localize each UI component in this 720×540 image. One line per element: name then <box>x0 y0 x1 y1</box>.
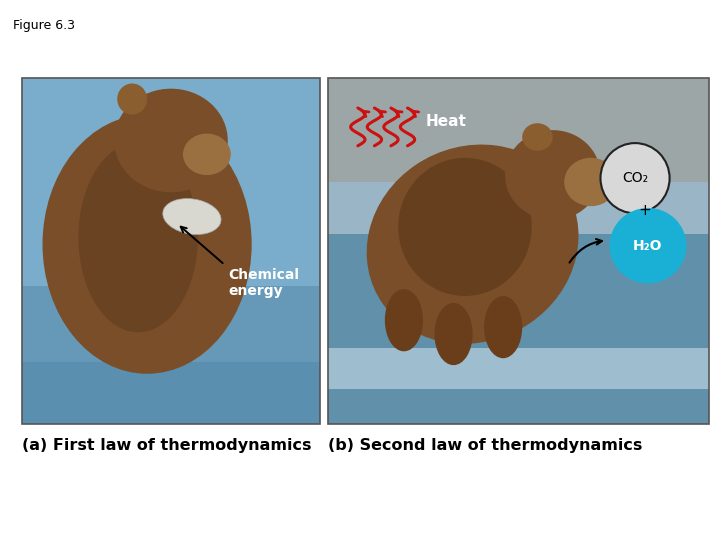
Bar <box>328 389 709 424</box>
Ellipse shape <box>78 142 198 332</box>
Text: +: + <box>638 203 651 218</box>
Text: Chemical
energy: Chemical energy <box>228 268 300 298</box>
Text: Figure 6.3: Figure 6.3 <box>13 19 75 32</box>
Bar <box>328 78 709 182</box>
Bar <box>328 78 709 234</box>
Ellipse shape <box>114 89 228 192</box>
Ellipse shape <box>434 303 472 365</box>
Bar <box>22 78 320 286</box>
Ellipse shape <box>117 84 147 114</box>
Ellipse shape <box>385 289 423 352</box>
Text: (a) First law of thermodynamics: (a) First law of thermodynamics <box>22 438 311 453</box>
Ellipse shape <box>600 143 670 213</box>
Text: (b) Second law of thermodynamics: (b) Second law of thermodynamics <box>328 438 642 453</box>
Ellipse shape <box>398 158 532 296</box>
Bar <box>328 78 709 424</box>
Bar <box>22 78 320 424</box>
Ellipse shape <box>505 130 600 220</box>
Text: Heat: Heat <box>426 114 467 129</box>
Text: CO₂: CO₂ <box>622 171 648 185</box>
Ellipse shape <box>611 209 685 282</box>
Text: H₂O: H₂O <box>634 239 662 253</box>
Ellipse shape <box>522 123 553 151</box>
Ellipse shape <box>183 133 230 175</box>
Bar <box>22 362 320 424</box>
Bar <box>328 234 709 424</box>
Ellipse shape <box>484 296 522 358</box>
Bar <box>22 286 320 424</box>
Bar <box>328 348 709 424</box>
Ellipse shape <box>42 114 252 374</box>
Ellipse shape <box>163 199 221 234</box>
Ellipse shape <box>366 145 579 344</box>
Ellipse shape <box>564 158 618 206</box>
